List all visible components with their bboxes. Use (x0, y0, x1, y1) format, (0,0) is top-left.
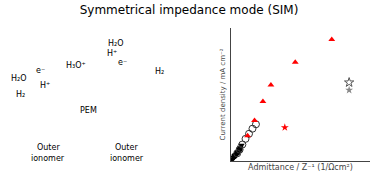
svg-text:H₂O: H₂O (11, 74, 27, 83)
svg-text:H⁺: H⁺ (107, 49, 117, 58)
svg-text:H₂O: H₂O (108, 39, 124, 48)
svg-text:PEM: PEM (80, 106, 97, 115)
svg-text:e⁻: e⁻ (118, 58, 127, 67)
svg-text:Outer: Outer (115, 143, 138, 152)
svg-text:ionomer: ionomer (31, 154, 65, 163)
svg-text:H⁺: H⁺ (40, 81, 50, 90)
svg-text:Symmetrical impedance mode (SI: Symmetrical impedance mode (SIM) (80, 3, 299, 17)
svg-text:H₃O⁺: H₃O⁺ (66, 61, 86, 70)
svg-text:Current density / mA cm⁻²: Current density / mA cm⁻² (219, 48, 227, 140)
svg-text:H₂: H₂ (155, 67, 164, 76)
svg-text:Outer: Outer (37, 143, 60, 152)
svg-text:e⁻: e⁻ (36, 66, 45, 75)
svg-text:ionomer: ionomer (110, 154, 144, 163)
svg-text:H₂: H₂ (16, 90, 25, 99)
svg-text:Admittance / Z⁻¹ (1/Ωcm²): Admittance / Z⁻¹ (1/Ωcm²) (248, 163, 353, 172)
